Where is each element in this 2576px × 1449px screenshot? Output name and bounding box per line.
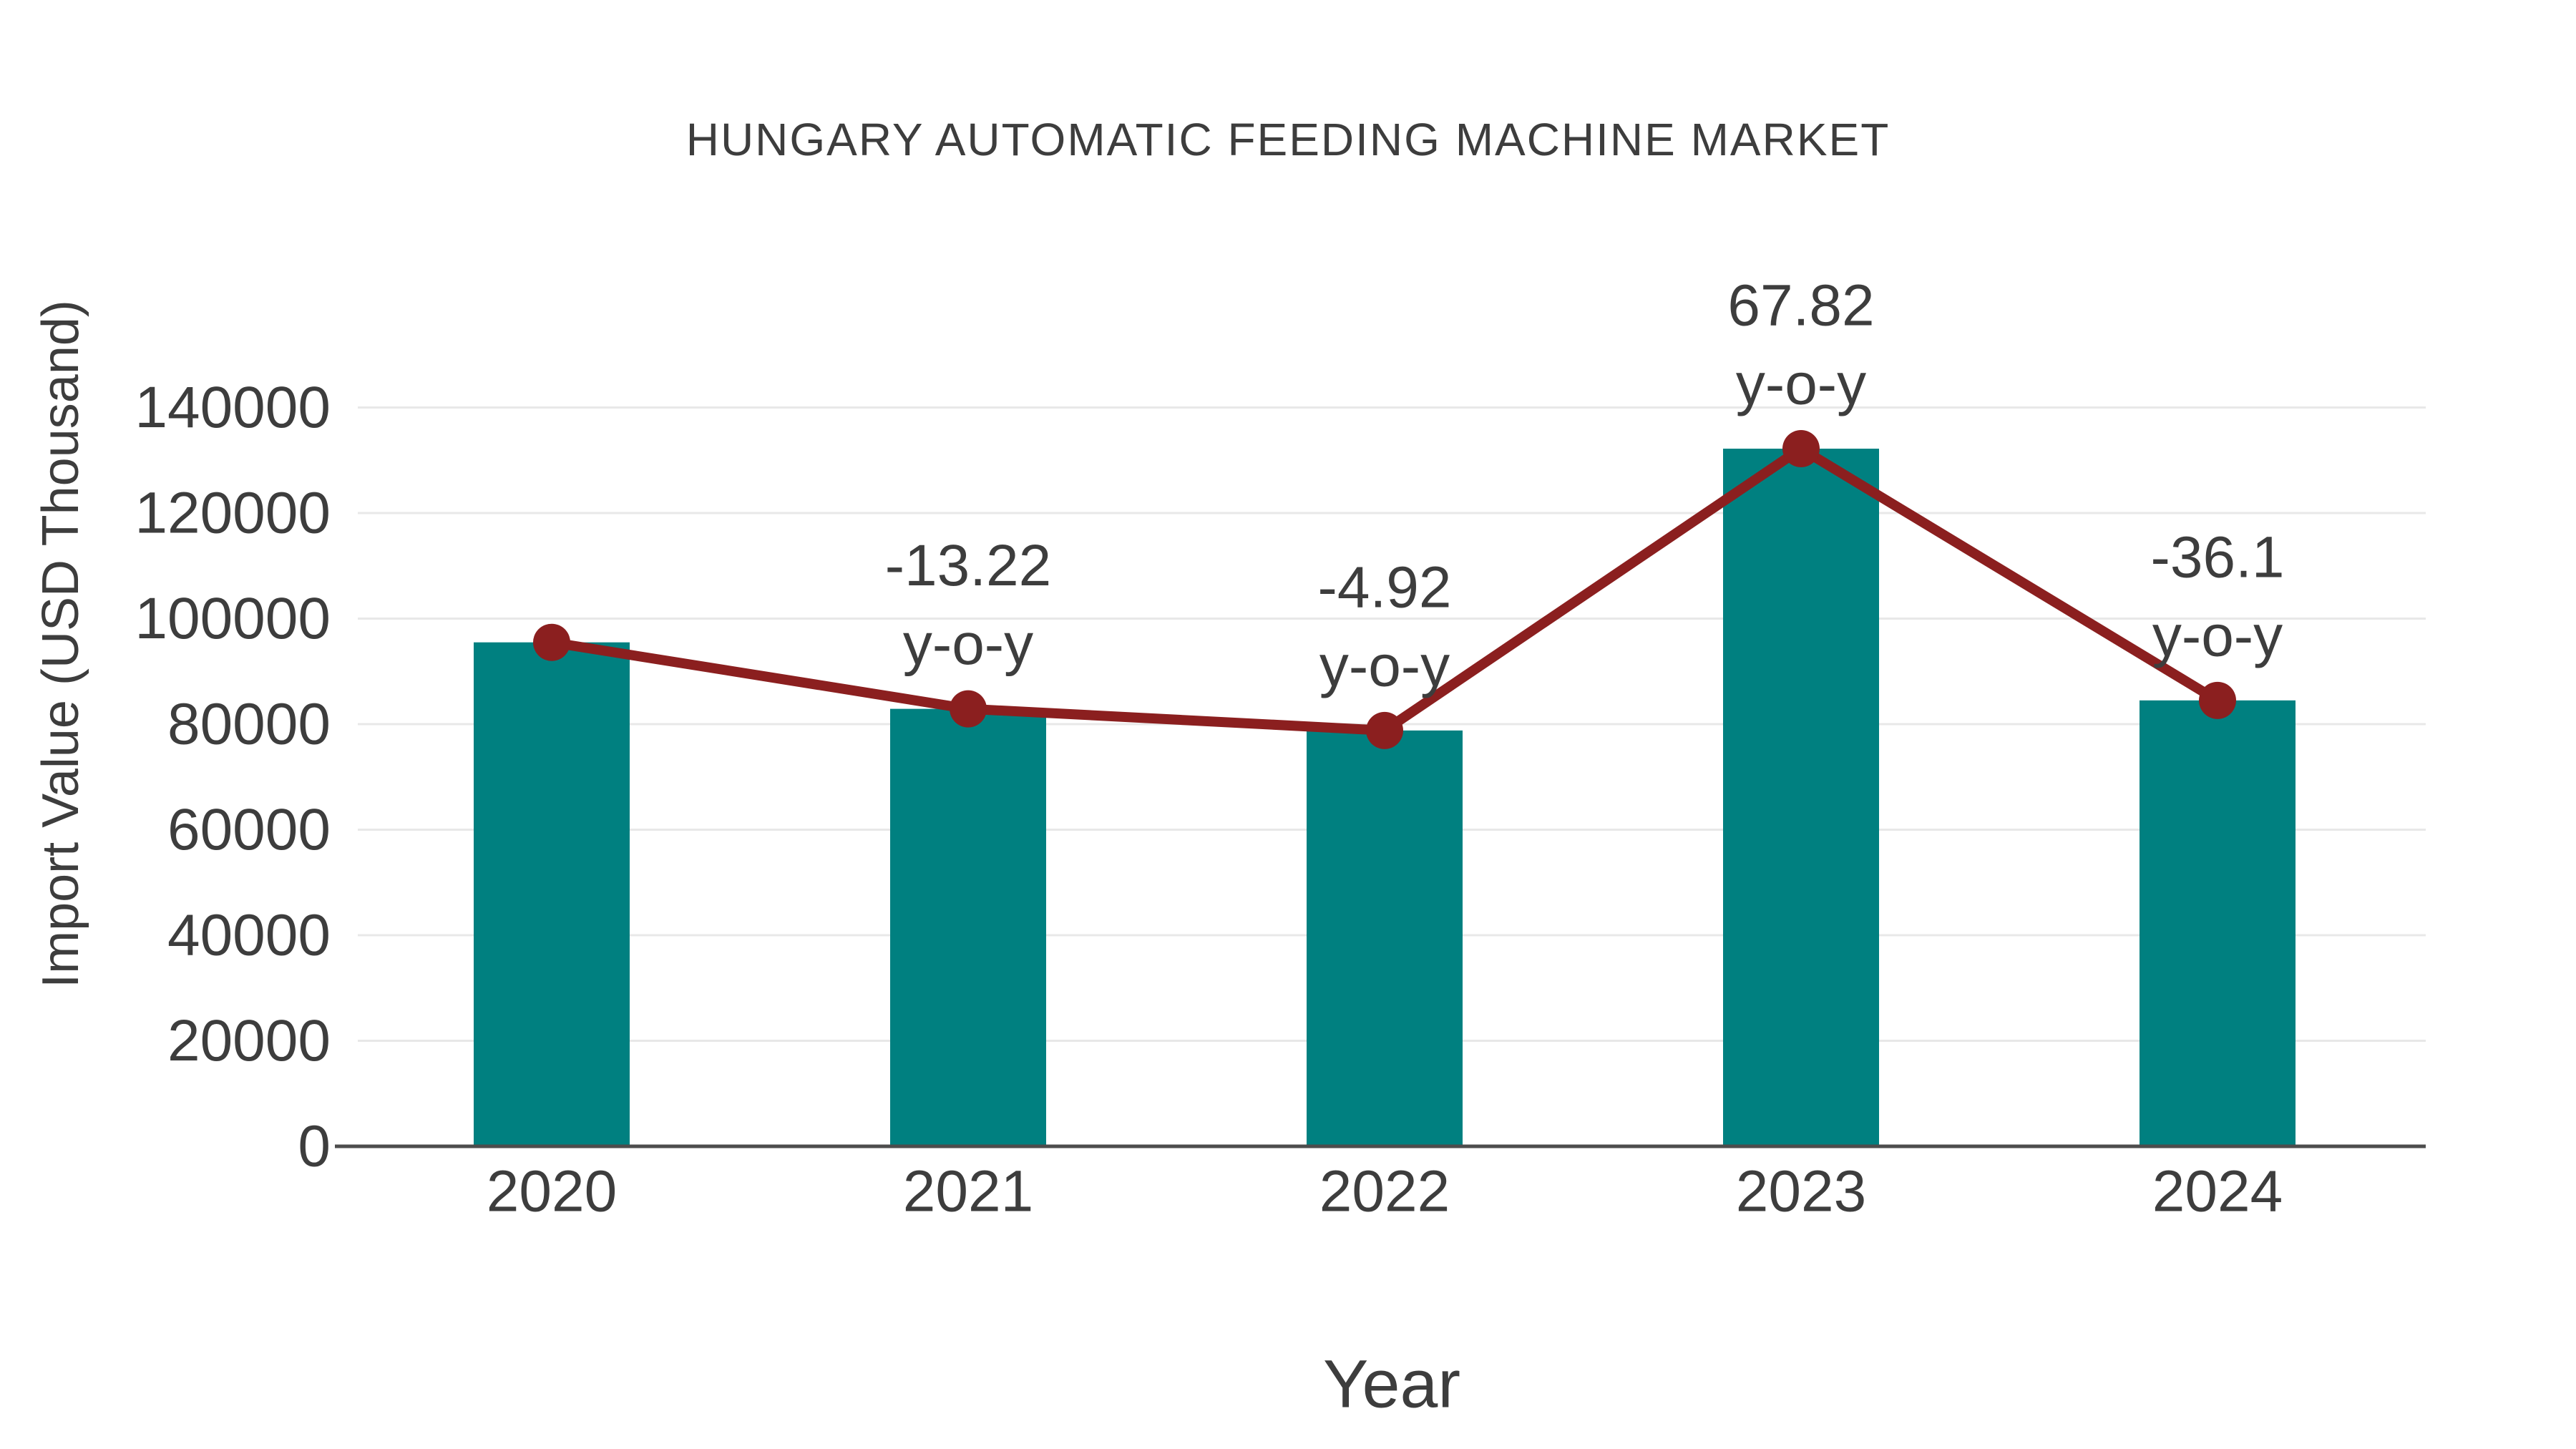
y-tick-label-100000: 100000 — [135, 586, 331, 651]
annotation-2023-value: 67.82 — [1727, 273, 1874, 338]
bar-2020 — [474, 642, 630, 1146]
y-tick-label-80000: 80000 — [167, 692, 331, 757]
bar-2023 — [1723, 449, 1879, 1146]
y-tick-label-20000: 20000 — [167, 1008, 331, 1073]
y-tick-label-40000: 40000 — [167, 903, 331, 968]
annotation-2023-suffix: y-o-y — [1736, 352, 1866, 417]
annotation-2024-suffix: y-o-y — [2152, 603, 2283, 668]
y-tick-label-120000: 120000 — [135, 481, 331, 546]
x-tick-label-2024: 2024 — [2152, 1159, 2283, 1224]
marker-2020 — [533, 623, 570, 661]
bar-2022 — [1307, 730, 1463, 1146]
chart-title: HUNGARY AUTOMATIC FEEDING MACHINE MARKET — [686, 114, 1890, 165]
bar-2024 — [2140, 700, 2296, 1146]
x-tick-label-2021: 2021 — [903, 1159, 1033, 1224]
annotation-2022-value: -4.92 — [1318, 555, 1452, 620]
annotation-2024-value: -36.1 — [2151, 525, 2285, 590]
marker-2022 — [1366, 711, 1403, 749]
annotation-2022-suffix: y-o-y — [1319, 633, 1450, 698]
annotation-2021-value: -13.22 — [885, 533, 1052, 598]
marker-2023 — [1782, 430, 1820, 468]
x-tick-label-2020: 2020 — [487, 1159, 617, 1224]
x-tick-label-2023: 2023 — [1736, 1159, 1866, 1224]
x-axis-title: Year — [1323, 1346, 1460, 1423]
x-tick-label-2022: 2022 — [1319, 1159, 1450, 1224]
annotation-2021-suffix: y-o-y — [903, 612, 1033, 677]
marker-2024 — [2199, 681, 2236, 719]
y-tick-label-0: 0 — [298, 1114, 331, 1179]
bar-2021 — [890, 708, 1046, 1146]
marker-2021 — [950, 690, 987, 728]
y-tick-label-60000: 60000 — [167, 797, 331, 862]
y-tick-label-140000: 140000 — [135, 375, 331, 440]
